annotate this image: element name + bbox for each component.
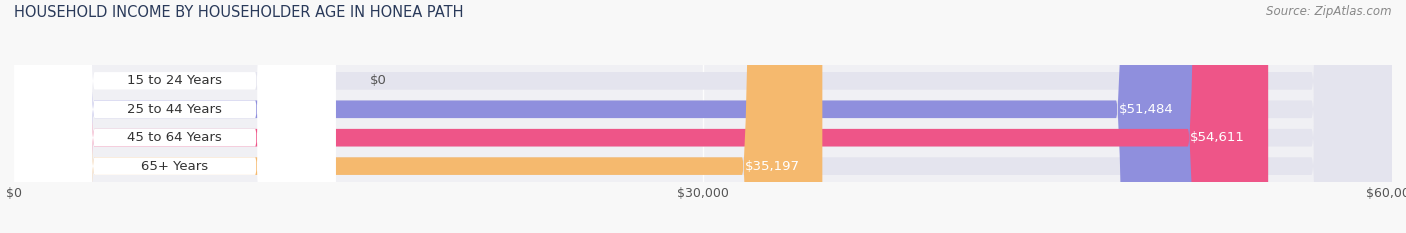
Text: 25 to 44 Years: 25 to 44 Years [128,103,222,116]
FancyBboxPatch shape [14,0,336,233]
FancyBboxPatch shape [14,0,1392,233]
Text: 15 to 24 Years: 15 to 24 Years [128,74,222,87]
FancyBboxPatch shape [14,0,336,233]
Text: $35,197: $35,197 [744,160,800,173]
FancyBboxPatch shape [14,0,823,233]
Text: $0: $0 [370,74,387,87]
Text: 45 to 64 Years: 45 to 64 Years [128,131,222,144]
Text: 65+ Years: 65+ Years [141,160,208,173]
Text: HOUSEHOLD INCOME BY HOUSEHOLDER AGE IN HONEA PATH: HOUSEHOLD INCOME BY HOUSEHOLDER AGE IN H… [14,5,464,20]
Text: $54,611: $54,611 [1191,131,1246,144]
FancyBboxPatch shape [14,0,336,233]
Text: $51,484: $51,484 [1119,103,1174,116]
Text: Source: ZipAtlas.com: Source: ZipAtlas.com [1267,5,1392,18]
FancyBboxPatch shape [14,0,336,233]
FancyBboxPatch shape [14,0,1392,233]
FancyBboxPatch shape [14,0,1197,233]
FancyBboxPatch shape [14,0,1268,233]
FancyBboxPatch shape [14,0,1392,233]
FancyBboxPatch shape [14,0,1392,233]
